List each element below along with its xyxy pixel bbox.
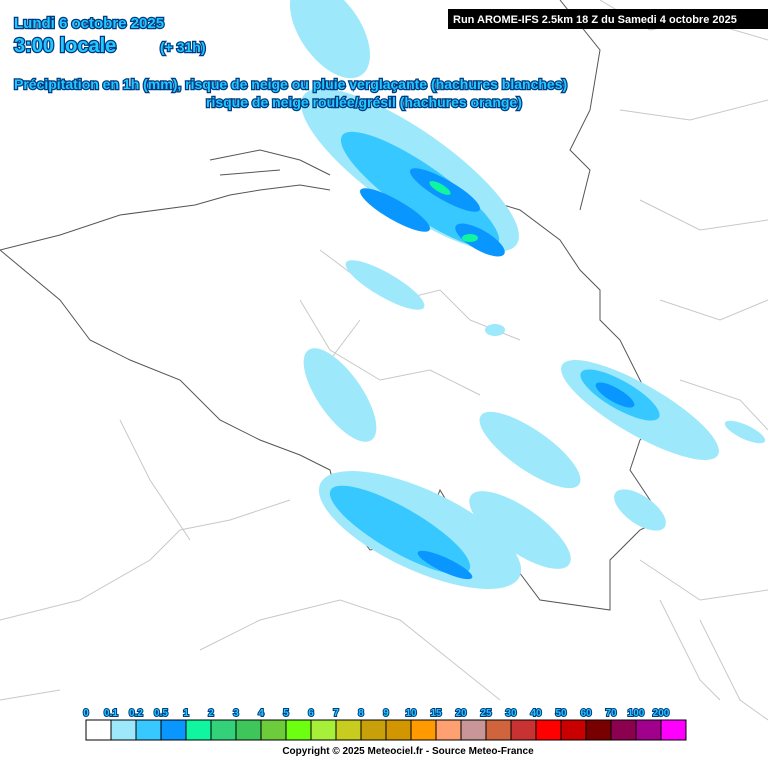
legend-label: 25 <box>480 708 492 719</box>
legend-label: 1 <box>183 708 189 719</box>
precipitation <box>290 0 766 589</box>
legend-swatch <box>235 719 262 741</box>
legend-label: 30 <box>505 708 517 719</box>
legend-swatch <box>585 719 612 741</box>
subtitle-2: risque de neige roulée/grésil (hachures … <box>206 94 522 110</box>
legend-label: 100 <box>628 708 645 719</box>
legend-label: 0.5 <box>154 708 168 719</box>
legend-swatch <box>160 719 187 741</box>
legend-label: 0 <box>83 708 89 719</box>
legend-label: 70 <box>605 708 617 719</box>
lead-time: (+ 31h) <box>160 39 206 55</box>
legend-label: 4 <box>258 708 264 719</box>
legend-label: 40 <box>530 708 542 719</box>
legend-label: 20 <box>455 708 467 719</box>
time: 3:00 locale <box>14 35 116 57</box>
legend-swatch <box>485 719 512 741</box>
legend-label: 7 <box>333 708 339 719</box>
legend-swatch <box>260 719 287 741</box>
legend-label: 2 <box>208 708 214 719</box>
legend-swatch <box>110 719 137 741</box>
legend-swatch <box>360 719 387 741</box>
legend-label: 6 <box>308 708 314 719</box>
legend-swatch <box>285 719 312 741</box>
legend-label: 5 <box>283 708 289 719</box>
legend-swatch <box>535 719 562 741</box>
legend-swatch <box>610 719 637 741</box>
legend-swatch <box>310 719 337 741</box>
legend-swatch <box>635 719 662 741</box>
legend-swatch <box>660 719 687 741</box>
legend-swatch <box>85 719 112 741</box>
legend-swatch <box>185 719 212 741</box>
legend-swatch <box>510 719 537 741</box>
legend-swatch <box>210 719 237 741</box>
legend-label: 0.2 <box>129 708 143 719</box>
legend-label: 9 <box>383 708 389 719</box>
legend-swatch <box>385 719 412 741</box>
run-info: Run AROME-IFS 2.5km 18 Z du Samedi 4 oct… <box>453 14 737 26</box>
run-box <box>448 9 768 29</box>
legend-label: 8 <box>358 708 364 719</box>
copyright: Copyright © 2025 Meteociel.fr - Source M… <box>282 746 534 757</box>
legend-swatch <box>560 719 587 741</box>
legend-swatch <box>460 719 487 741</box>
legend-label: 3 <box>233 708 239 719</box>
date: Lundi 6 octobre 2025 <box>14 15 164 32</box>
subtitle-1: Précipitation en 1h (mm), risque de neig… <box>14 76 567 92</box>
legend-label: 0.1 <box>104 708 118 719</box>
legend-swatch <box>335 719 362 741</box>
legend-swatch <box>410 719 437 741</box>
legend-swatch <box>435 719 462 741</box>
legend-label: 200 <box>653 708 670 719</box>
legend-label: 50 <box>555 708 567 719</box>
legend-swatch <box>135 719 162 741</box>
legend-label: 60 <box>580 708 592 719</box>
legend-label: 15 <box>430 708 442 719</box>
legend-label: 10 <box>405 708 417 719</box>
